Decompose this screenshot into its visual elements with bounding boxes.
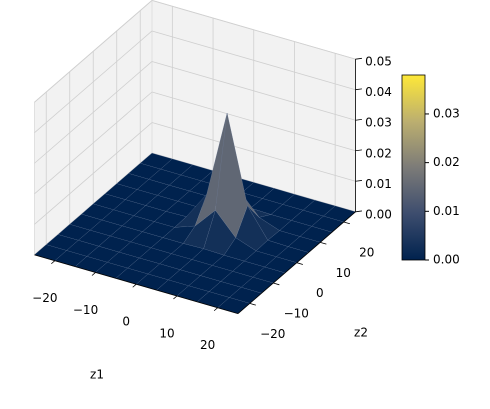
y-tick bbox=[249, 303, 256, 306]
z-tick bbox=[355, 118, 362, 121]
x-tick-label: 0 bbox=[122, 315, 130, 329]
x-tick-label: 10 bbox=[159, 326, 174, 340]
x-tick-label: −10 bbox=[73, 303, 98, 317]
grid-line bbox=[34, 122, 153, 225]
z-tick bbox=[355, 149, 362, 152]
grid-line bbox=[151, 91, 356, 152]
y-axis-label: z2 bbox=[354, 326, 368, 340]
x-tick bbox=[132, 283, 137, 288]
x-axis-label: z1 bbox=[90, 368, 104, 382]
grid-line bbox=[151, 0, 356, 60]
x-tick bbox=[213, 307, 218, 312]
z-tick bbox=[355, 57, 362, 60]
x-tick bbox=[173, 295, 178, 300]
z-tick-label: 0.03 bbox=[365, 116, 392, 130]
y-tick bbox=[320, 241, 327, 245]
grid-line bbox=[151, 30, 356, 91]
z-tick-label: 0.01 bbox=[365, 177, 392, 191]
x-tick-label: −20 bbox=[32, 291, 57, 305]
surface-patch bbox=[215, 112, 248, 239]
y-tick-label: 10 bbox=[336, 266, 351, 280]
z-tick-label: 0.00 bbox=[365, 207, 392, 221]
y-tick-label: −10 bbox=[284, 307, 309, 321]
z-tick-label: 0.02 bbox=[365, 146, 392, 160]
y-tick-label: 20 bbox=[359, 245, 374, 259]
z-tick bbox=[355, 180, 362, 182]
colorbar-tick-label: 0.02 bbox=[433, 155, 460, 169]
y-tick-label: −20 bbox=[260, 327, 285, 341]
grid-line bbox=[151, 122, 356, 182]
y-tick bbox=[343, 221, 350, 225]
x-tick bbox=[51, 260, 56, 265]
x-axis-line bbox=[34, 254, 239, 314]
x-tick-label: 20 bbox=[200, 338, 215, 352]
colorbar-tick-label: 0.01 bbox=[433, 204, 460, 218]
z-tick bbox=[355, 88, 362, 91]
grid-line bbox=[34, 30, 153, 134]
z-tick-label: 0.04 bbox=[365, 85, 392, 99]
grid-line bbox=[34, 91, 153, 195]
grid-line bbox=[34, 0, 153, 103]
colorbar-tick-label: 0.00 bbox=[433, 253, 460, 267]
colorbar bbox=[401, 74, 426, 261]
z-tick bbox=[355, 210, 362, 213]
grid-line bbox=[34, 61, 153, 164]
y-tick bbox=[296, 262, 303, 265]
y-tick bbox=[273, 282, 280, 286]
z-tick-label: 0.05 bbox=[365, 55, 392, 69]
x-tick bbox=[91, 272, 96, 276]
colorbar-tick-label: 0.03 bbox=[433, 106, 460, 120]
y-axis-line bbox=[237, 211, 356, 314]
grid-line bbox=[151, 61, 356, 121]
y-tick-label: 0 bbox=[316, 286, 324, 300]
